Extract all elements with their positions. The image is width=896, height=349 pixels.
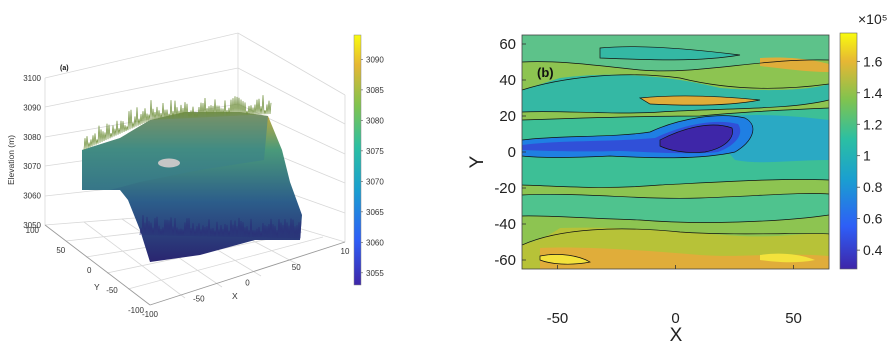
- floor-edges: [44, 224, 346, 306]
- z-tick-label: 3080: [23, 133, 41, 142]
- elevation-surface: [82, 95, 302, 262]
- colorbar-a-tick-label: 3090: [366, 55, 384, 64]
- x-tick-label-b: 0: [671, 310, 679, 327]
- panel-label-a: (a): [60, 65, 69, 72]
- x-tick-label-a: -100: [142, 310, 159, 319]
- x-axis-ticks-a: -100 -50 0 50 10: [142, 247, 350, 319]
- colorbar-b-tick-label: 1.2: [863, 116, 883, 132]
- colorbar-a-tick-label: 3080: [366, 116, 384, 125]
- colorbar-a-tick-label: 3085: [366, 86, 384, 95]
- y-axis-label-b: Y: [467, 155, 488, 168]
- x-tick-label-b: 50: [785, 310, 802, 327]
- y-tick-label-b: 0: [508, 144, 516, 161]
- y-tick-label-a: -100: [128, 306, 145, 315]
- gray-marker: [158, 158, 180, 168]
- x-axis-label-a: X: [232, 291, 238, 301]
- colorbar-b-exponent: ×10⁵: [858, 11, 888, 27]
- x-tick-label-b: -50: [547, 310, 569, 327]
- colorbar-b-tick-label: 0.4: [863, 242, 883, 258]
- colorbar-a: [353, 34, 362, 286]
- z-tick-label: 3090: [23, 103, 41, 112]
- contour-lines: [522, 46, 829, 265]
- y-tick-label-a: 0: [87, 266, 92, 275]
- z-tick-label: 3070: [23, 162, 41, 171]
- y-axis-label-a: Y: [94, 282, 100, 292]
- z-tick-label: 3060: [23, 192, 41, 201]
- colorbar-b-tick-label: 1.6: [863, 53, 883, 69]
- panel-a: (a) 3050 3060 3070 3080 3090 3100 Elevation (…: [6, 32, 384, 319]
- x-tick-label-a: -50: [193, 294, 205, 303]
- x-tick-label-a: 50: [292, 263, 301, 272]
- colorbar-a-tick-label: 3060: [366, 238, 384, 247]
- y-tick-label-b: 60: [499, 36, 516, 53]
- y-tick-label-a: 100: [26, 226, 40, 235]
- z-tick-label: 3100: [23, 74, 41, 83]
- colorbar-b-tick-label: 0.6: [863, 211, 883, 227]
- colorbar-b: [839, 32, 858, 270]
- x-tick-label-a: 10: [341, 247, 350, 256]
- z-tick-label: 3050: [23, 221, 41, 230]
- x-tick-label-a: 0: [245, 279, 250, 288]
- y-axis-ticks-b: -60 -40 -20 0 20 40 60: [494, 36, 526, 269]
- y-tick-label-a: -50: [106, 286, 118, 295]
- colorbar-a-tick-label: 3065: [366, 208, 384, 217]
- y-tick-label-b: 40: [499, 72, 516, 89]
- x-axis-label-b: X: [670, 325, 683, 346]
- x-axis-ticks-b: -50 0 50: [547, 265, 802, 327]
- y-axis-ticks-a: -100 -50 0 50 100: [26, 226, 145, 315]
- z-axis-label: Elevation (m): [6, 135, 16, 185]
- y-tick-label-b: -40: [494, 216, 516, 233]
- y-tick-label-b: 20: [499, 108, 516, 125]
- colorbar-a-tick-label: 3055: [366, 269, 384, 278]
- y-tick-label-a: 50: [56, 246, 65, 255]
- contour-field: [522, 35, 829, 269]
- colorbar-b-tick-label: 1: [863, 148, 871, 164]
- colorbar-a-tick-label: 3070: [366, 177, 384, 186]
- colorbar-a-tick-label: 3075: [366, 147, 384, 156]
- panel-label-b: (b): [537, 65, 554, 80]
- y-tick-label-b: -20: [494, 180, 516, 197]
- colorbar-b-tick-label: 0.8: [863, 179, 883, 195]
- colorbar-a-ticks: 3055 3060 3065 3070 3075 3080 3085 3090: [361, 55, 384, 278]
- colorbar-b-ticks: 0.4 0.6 0.8 1 1.2 1.4 1.6: [857, 53, 883, 258]
- colorbar-b-tick-label: 1.4: [863, 85, 883, 101]
- z-axis-ticks: 3050 3060 3070 3080 3090 3100: [23, 74, 41, 230]
- y-tick-label-b: -60: [494, 252, 516, 269]
